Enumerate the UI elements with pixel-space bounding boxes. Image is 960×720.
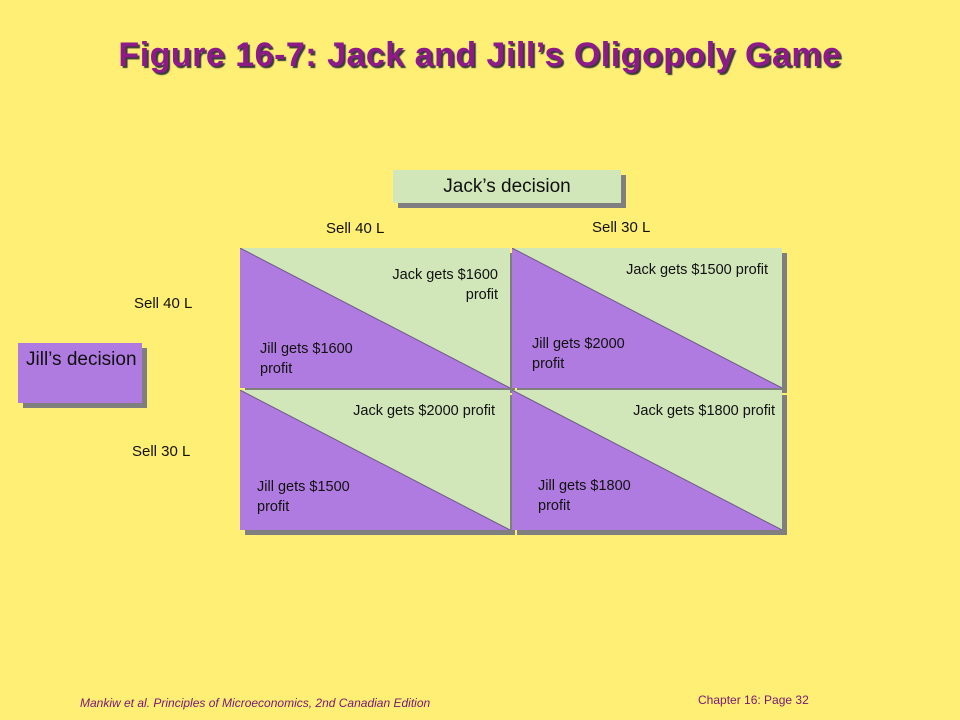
jill-payoff-line1: Jill gets $2000 [532,336,625,352]
jill-payoff-line1: Jill gets $1800 [538,478,631,494]
jack-payoff-line2: profit [465,287,498,303]
cell-diagonal-split [240,248,510,388]
payoff-cell-40-30: Jack gets $1500 profit Jill gets $2000 p… [512,248,782,388]
jill-payoff: Jill gets $1500 profit [257,477,350,517]
jills-decision-label: Jill’s decision [18,343,142,403]
jill-payoff-line2: profit [538,498,571,514]
column-header-sell-30: Sell 30 L [592,219,651,236]
payoff-cell-40-40: Jack gets $1600 profit Jill gets $1600 p… [240,248,510,388]
jack-payoff-line1: Jack gets $1600 [392,267,498,283]
jill-payoff-line1: Jill gets $1500 [257,479,350,495]
jack-payoff-line1: Jack gets $2000 profit [353,403,495,419]
payoff-cell-30-40: Jack gets $2000 profit Jill gets $1500 p… [240,390,510,530]
jill-payoff-line1: Jill gets $1600 [260,341,353,357]
jill-payoff-line2: profit [532,356,565,372]
slide-title: Figure 16-7: Jack and Jill’s Oligopoly G… [118,36,842,74]
jack-payoff: Jack gets $1600 profit [392,265,498,305]
column-header-sell-40: Sell 40 L [326,220,385,237]
jill-payoff: Jill gets $2000 profit [532,334,625,374]
jack-payoff: Jack gets $1800 profit [633,401,775,421]
jacks-decision-label: Jack’s decision [393,170,621,203]
jill-payoff-line2: profit [257,499,290,515]
row-header-sell-30: Sell 30 L [132,443,191,460]
jack-payoff: Jack gets $2000 profit [353,401,495,421]
cell-diagonal-split [512,390,782,530]
chapter-page: Chapter 16: Page 32 [698,693,809,707]
citation: Mankiw et al. Principles of Microeconomi… [80,696,431,710]
cell-diagonal-split [512,248,782,388]
row-header-sell-40: Sell 40 L [134,295,193,312]
payoff-cell-30-30: Jack gets $1800 profit Jill gets $1800 p… [512,390,782,530]
jill-payoff-line2: profit [260,361,293,377]
jack-payoff: Jack gets $1500 profit [626,260,768,280]
jill-payoff: Jill gets $1600 profit [260,339,353,379]
jack-payoff-line1: Jack gets $1800 profit [633,403,775,419]
jill-payoff: Jill gets $1800 profit [538,476,631,516]
cell-diagonal-split [240,390,510,530]
jack-payoff-line1: Jack gets $1500 profit [626,262,768,278]
